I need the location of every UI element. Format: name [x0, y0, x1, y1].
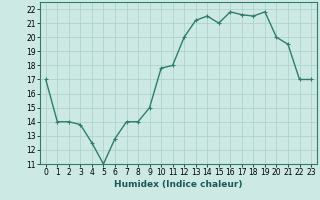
X-axis label: Humidex (Indice chaleur): Humidex (Indice chaleur): [114, 180, 243, 189]
